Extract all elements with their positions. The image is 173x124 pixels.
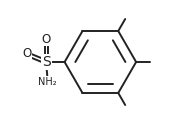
Text: NH₂: NH₂ xyxy=(38,77,57,87)
Text: O: O xyxy=(42,33,51,46)
Text: O: O xyxy=(22,47,31,61)
Text: S: S xyxy=(42,55,51,69)
